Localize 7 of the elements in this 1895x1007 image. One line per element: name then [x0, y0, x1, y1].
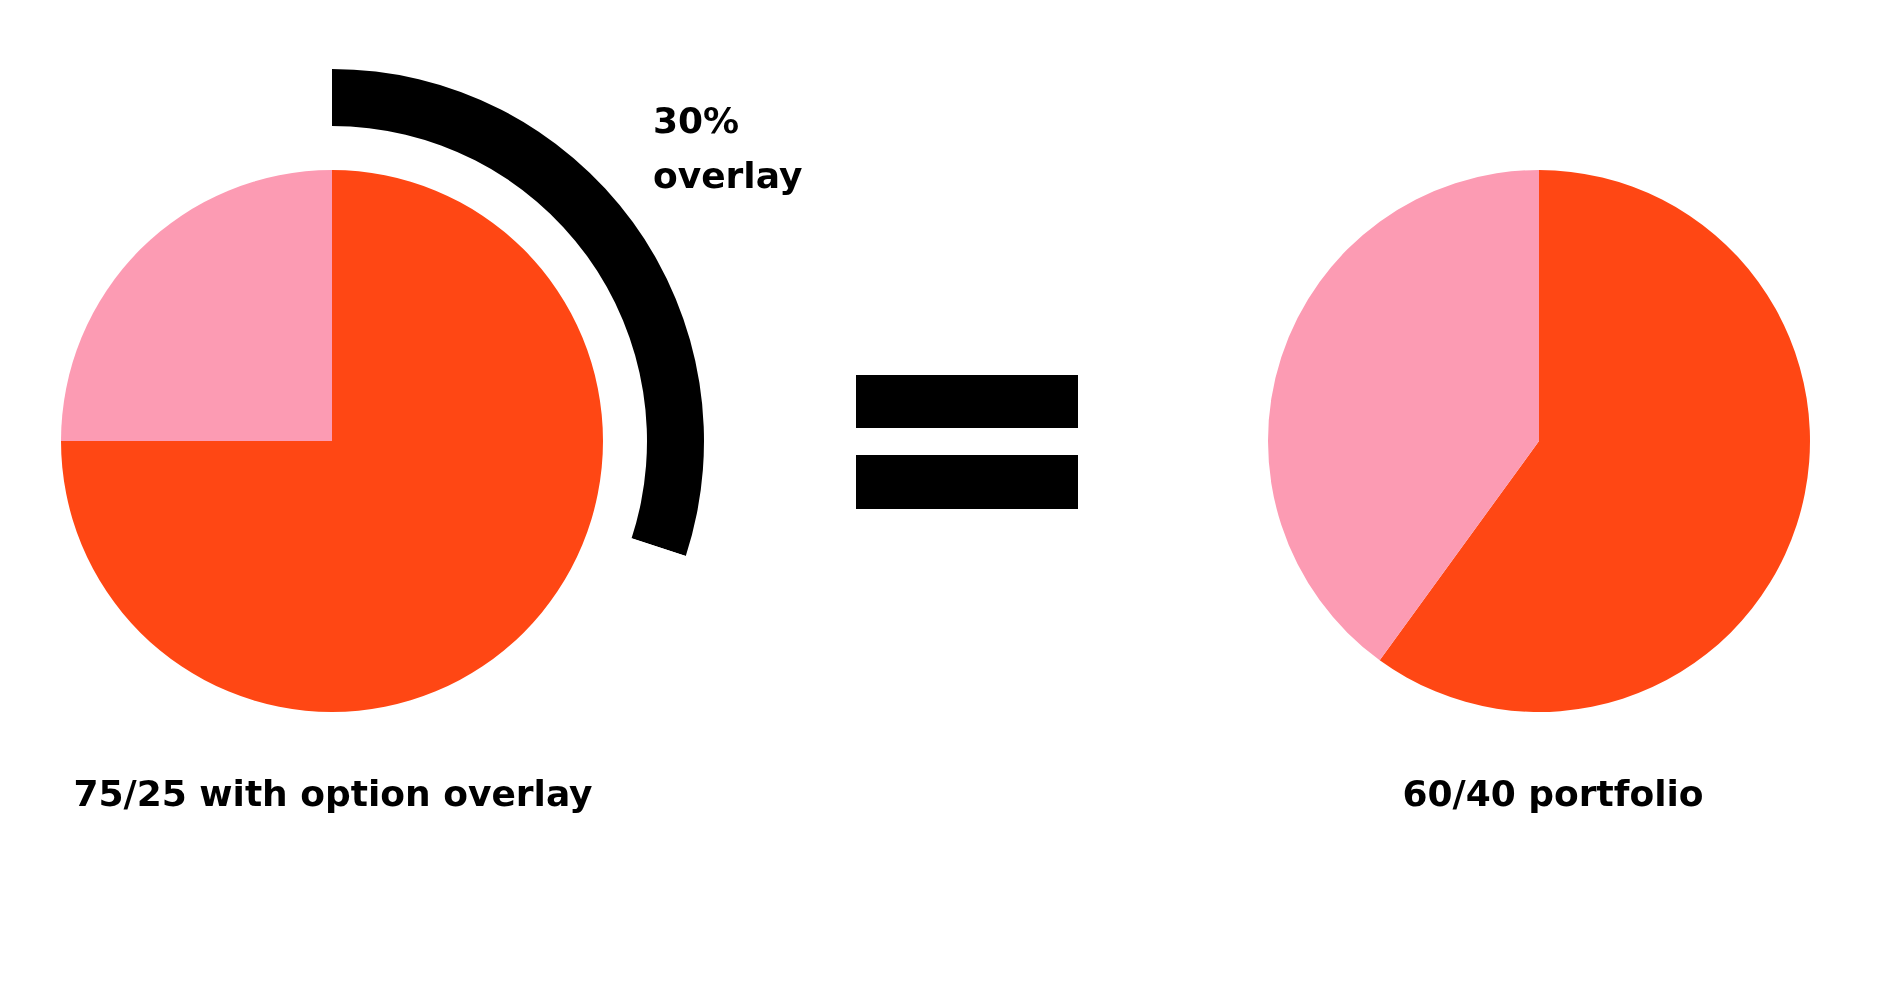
- text: 60/40 portfolio: [1402, 773, 1704, 814]
- text: 30% overlay: [653, 100, 803, 196]
- pie-slice: [61, 170, 332, 441]
- pie-slice: [61, 170, 603, 712]
- text: 75/25 with option overlay: [73, 773, 593, 814]
- pie-slice: [1268, 170, 1539, 661]
- pie-slice: [1379, 170, 1810, 712]
